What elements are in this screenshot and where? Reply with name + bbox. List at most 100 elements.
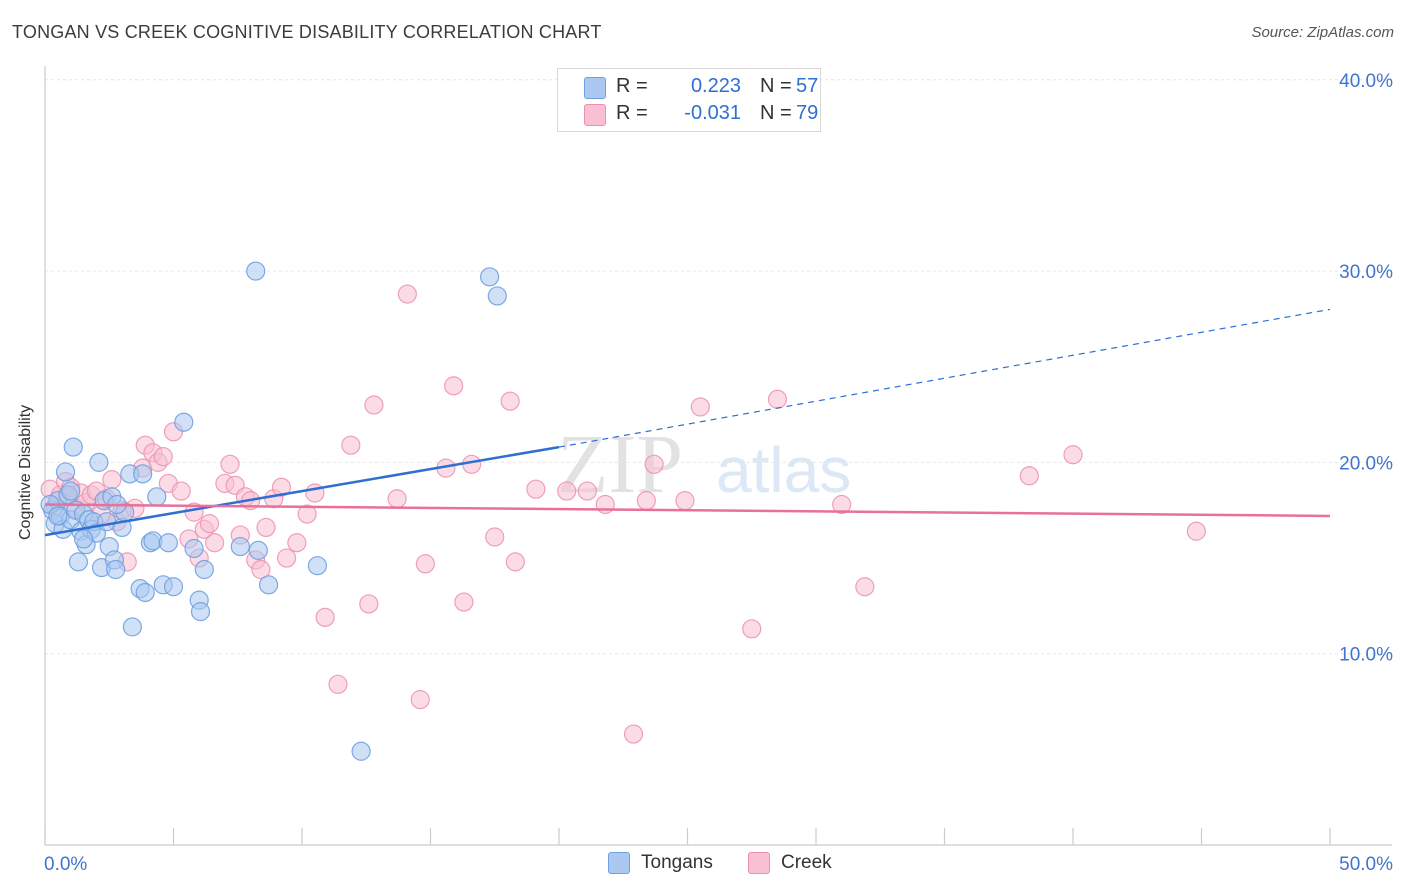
creek-point [500,391,520,411]
tongan-point [89,452,109,472]
creek-point [359,594,379,614]
creek-point [271,477,292,497]
tongan-point [133,464,153,484]
watermark-atlas: atlas [716,434,851,506]
x-tick-label-max: 50.0% [1339,854,1393,875]
creek-point [636,491,656,511]
tongan-point [135,582,155,603]
tongan-point [73,529,94,549]
creek-point [855,577,875,597]
creek-point [220,454,240,474]
creek-point [690,397,710,417]
tongan-point [184,538,204,559]
legend-r-value: 0.223 [690,75,741,97]
creek-point [364,395,384,415]
chart-title: TONGAN VS CREEK COGNITIVE DISABILITY COR… [12,22,602,42]
tongan-point [307,556,328,576]
creek-point [415,554,435,574]
tongan-point [106,559,126,580]
creek-trend-line [44,503,1331,518]
tongan-point [163,577,184,597]
creek-point [742,619,762,639]
creek-point [205,533,225,553]
legend-swatch-creek [584,104,606,126]
creek-point [1019,466,1039,486]
tongan-point [174,412,194,432]
x-tick-label-min: 0.0% [44,854,87,875]
creek-point [341,435,361,455]
creek-point [644,454,664,474]
creek-point [1186,521,1206,541]
y-tick-label: 20.0% [1339,453,1393,474]
tongan-point [68,552,89,572]
creek-point [276,548,297,568]
creek-point [444,376,464,396]
series-legend: Tongans Creek [0,852,1406,878]
creek-point [171,481,191,501]
tongan-point [190,602,211,622]
tongan-point [351,741,371,761]
legend-swatch-creek [748,852,770,874]
creek-point [526,479,546,499]
creek-point [256,517,276,538]
creek-point [623,724,644,744]
tongan-point [230,536,250,557]
tongan-point [246,261,266,281]
creek-point [832,494,852,515]
y-tick-label: 40.0% [1339,71,1393,92]
creek-point [199,514,220,534]
watermark-zip: ZIP [557,418,683,511]
creek-point [767,389,788,409]
tongan-point [158,533,178,553]
creek-point [557,481,577,501]
tongan-point [487,286,507,306]
legend-n-value: 79 [796,102,819,124]
tongans-trend-extension [558,308,1331,448]
legend-r-value: -0.031 [684,102,741,124]
tick-labels: 10.0% 20.0% 30.0% 40.0% 0.0% 50.0% [44,71,1393,875]
y-tick-label: 10.0% [1339,645,1393,666]
creek-point [1063,445,1083,465]
tongan-point [122,617,142,637]
tongans-trend-line [44,445,560,537]
creek-point [505,552,525,572]
legend-n-label: N = [760,102,792,124]
creek-point [297,504,317,524]
legend-swatch-tongans [584,77,606,99]
axes [44,66,1392,846]
legend-n-label: N = [760,75,792,97]
creek-point [397,284,417,304]
creek-point [675,491,695,511]
tongan-point [55,462,76,482]
tongan-point [147,487,167,507]
y-axis-label: Cognitive Disability [17,404,34,540]
gridlines [45,79,1392,655]
stats-legend: R = 0.223 N = 57 R = -0.031 N = 79 [557,68,821,132]
tongan-point [258,575,279,595]
y-tick-label: 30.0% [1339,262,1393,283]
creek-point [454,592,474,612]
source-credit: Source: ZipAtlas.com [1251,24,1394,41]
tongan-point [48,506,68,526]
legend-swatch-tongans [608,852,630,874]
creek-point [387,489,407,509]
legend-n-value: 57 [796,75,819,97]
creek-point [577,481,597,501]
tongan-point [248,540,268,560]
tongans-series [40,261,507,761]
tongan-point [61,481,81,501]
creek-point [287,533,307,553]
tongan-point [194,559,214,580]
creek-series [40,284,1206,744]
legend-r-label: R = [616,102,648,124]
creek-point [153,447,173,467]
creek-point [485,527,505,547]
creek-point [410,690,430,710]
trend-lines [44,308,1331,537]
creek-point [315,607,335,627]
creek-point [251,559,271,580]
creek-point [328,674,348,694]
legend-label-creek: Creek [781,852,832,873]
tongan-point [63,437,83,457]
